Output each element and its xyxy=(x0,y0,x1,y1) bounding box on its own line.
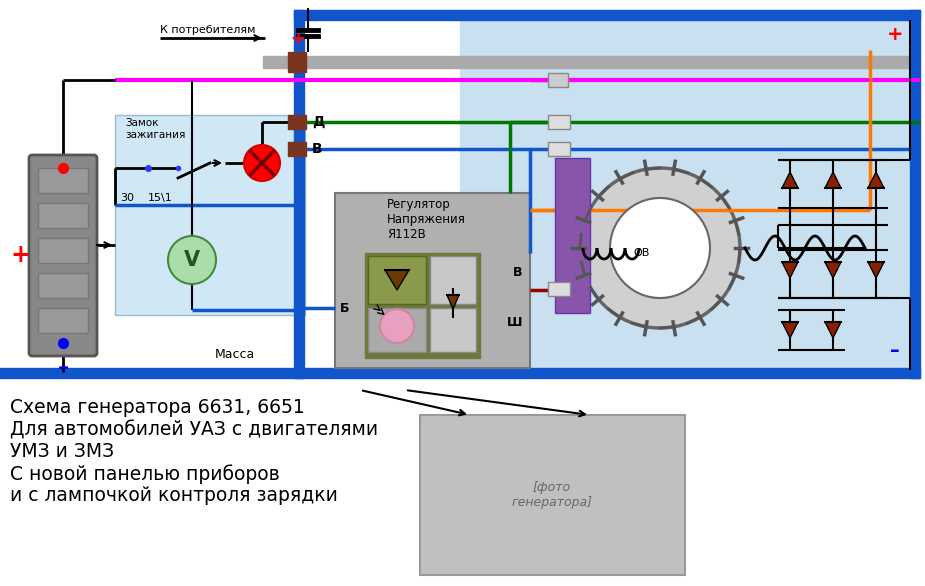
Bar xyxy=(38,203,88,228)
Polygon shape xyxy=(447,295,459,309)
FancyBboxPatch shape xyxy=(29,155,97,356)
Text: Ш: Ш xyxy=(507,316,522,329)
Text: Для автомобилей УАЗ с двигателями: Для автомобилей УАЗ с двигателями xyxy=(10,420,378,439)
Circle shape xyxy=(244,145,280,181)
Bar xyxy=(555,158,590,313)
Bar xyxy=(294,10,304,378)
Polygon shape xyxy=(825,172,841,188)
Text: +: + xyxy=(887,26,903,45)
Bar xyxy=(548,282,570,296)
Bar xyxy=(38,238,88,263)
Bar xyxy=(368,308,426,352)
Polygon shape xyxy=(868,172,884,188)
Text: ОВ: ОВ xyxy=(634,248,650,258)
Bar xyxy=(430,308,476,352)
Polygon shape xyxy=(385,270,409,290)
Bar xyxy=(420,415,685,575)
Text: [фото
генератора]: [фото генератора] xyxy=(512,481,593,509)
Text: Д: Д xyxy=(312,115,325,129)
Bar xyxy=(365,253,480,358)
Text: 30: 30 xyxy=(120,193,134,203)
Text: Б: Б xyxy=(340,302,350,315)
Polygon shape xyxy=(782,262,798,278)
Text: 15\1: 15\1 xyxy=(148,193,173,203)
Polygon shape xyxy=(782,322,798,338)
Bar xyxy=(115,115,305,315)
Circle shape xyxy=(580,168,740,328)
Polygon shape xyxy=(825,322,841,338)
Text: +: + xyxy=(290,30,305,48)
Bar xyxy=(548,115,570,129)
Text: –: – xyxy=(57,358,68,378)
Bar xyxy=(548,73,568,87)
Bar xyxy=(288,52,306,72)
Polygon shape xyxy=(782,172,798,188)
Bar xyxy=(460,10,917,370)
Bar xyxy=(38,168,88,193)
Text: В: В xyxy=(512,267,522,280)
Polygon shape xyxy=(825,262,841,278)
Text: С новой панелью приборов: С новой панелью приборов xyxy=(10,464,279,483)
Bar xyxy=(288,142,306,156)
Text: и с лампочкой контроля зарядки: и с лампочкой контроля зарядки xyxy=(10,486,338,505)
Text: УМЗ и ЗМЗ: УМЗ и ЗМЗ xyxy=(10,442,114,461)
Text: Схема генератора 6631, 6651: Схема генератора 6631, 6651 xyxy=(10,398,304,417)
Bar xyxy=(430,256,476,304)
Text: В: В xyxy=(312,142,323,156)
Bar xyxy=(38,308,88,333)
Circle shape xyxy=(610,198,710,298)
Text: V: V xyxy=(184,250,200,270)
Bar xyxy=(288,115,306,129)
Bar xyxy=(335,193,530,368)
Bar xyxy=(38,273,88,298)
Bar xyxy=(368,256,426,304)
Bar xyxy=(294,10,920,20)
Bar xyxy=(910,10,920,378)
Circle shape xyxy=(168,236,216,284)
Text: +: + xyxy=(10,243,30,267)
Bar xyxy=(548,142,570,156)
Text: Регулятор
Напряжения
Я112В: Регулятор Напряжения Я112В xyxy=(387,198,466,241)
Bar xyxy=(263,56,910,68)
Polygon shape xyxy=(868,262,884,278)
Text: Масса: Масса xyxy=(215,348,255,361)
Bar xyxy=(0,368,920,378)
Text: –: – xyxy=(890,340,900,359)
Text: Замок
зажигания: Замок зажигания xyxy=(125,118,185,139)
Text: К потребителям: К потребителям xyxy=(160,25,255,35)
Circle shape xyxy=(380,309,414,343)
